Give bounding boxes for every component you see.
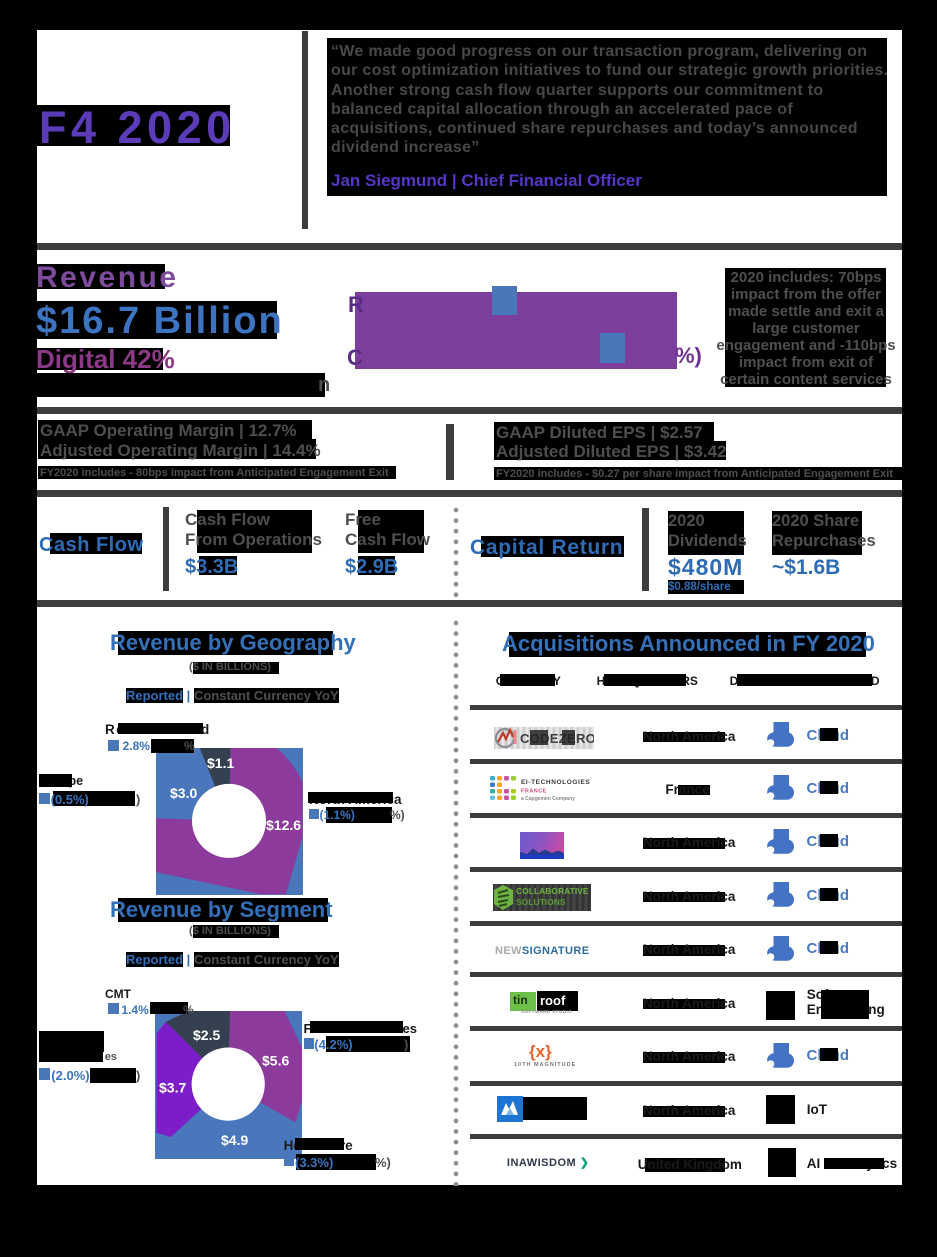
svg-text:$2.5: $2.5	[193, 1027, 220, 1043]
svg-text:$3.0: $3.0	[170, 785, 197, 801]
svg-text:COLLABORATIVE: COLLABORATIVE	[516, 886, 589, 896]
svg-text:$12.6: $12.6	[266, 817, 301, 833]
svg-text:a Capgemini Company: a Capgemini Company	[521, 796, 575, 802]
svg-text:SOLUTIONS: SOLUTIONS	[516, 897, 566, 907]
svg-text:$1.1: $1.1	[207, 755, 234, 771]
svg-text:$5.6: $5.6	[262, 1053, 289, 1069]
svg-text:FRANCE: FRANCE	[521, 789, 547, 795]
svg-text:$4.9: $4.9	[221, 1132, 248, 1148]
svg-text:$3.7: $3.7	[159, 1080, 186, 1096]
svg-text:EI-TECHNOLOGIES: EI-TECHNOLOGIES	[521, 779, 590, 786]
